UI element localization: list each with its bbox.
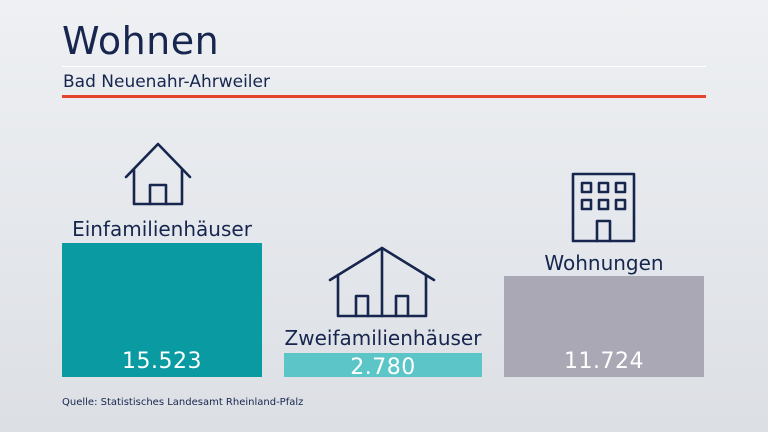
category-label-zweifamilienhaeuser: Zweifamilienhäuser: [284, 326, 482, 350]
value-label-wohnungen: 11.724: [564, 349, 644, 374]
title-divider: [62, 66, 706, 67]
bar-einfamilienhaeuser: [62, 243, 262, 377]
accent-divider: [62, 95, 706, 98]
bar-wohnungen: [504, 276, 704, 377]
value-label-zweifamilienhaeuser: 2.780: [350, 355, 416, 380]
house-icon: [124, 142, 192, 206]
page-title: Wohnen: [62, 19, 220, 63]
category-label-einfamilienhaeuser: Einfamilienhäuser: [72, 217, 252, 241]
page-subtitle: Bad Neuenahr-Ahrweiler: [63, 72, 270, 92]
apartment-building-icon: [571, 172, 636, 243]
value-label-einfamilienhaeuser: 15.523: [122, 349, 202, 374]
category-label-wohnungen: Wohnungen: [544, 251, 664, 275]
bar-zweifamilienhaeuser: [284, 353, 482, 377]
source-note: Quelle: Statistisches Landesamt Rheinlan…: [62, 397, 304, 408]
double-house-icon: [328, 246, 436, 318]
